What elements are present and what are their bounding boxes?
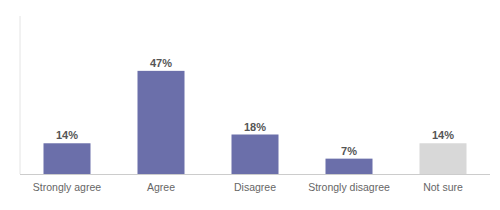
- data-label: 18%: [244, 121, 266, 133]
- bar: [326, 159, 373, 174]
- x-axis-line: [20, 174, 490, 175]
- bars: [44, 71, 467, 174]
- chart: 14% 47% 18% 7% 14% Strongly agree Agree Disagre…: [0, 0, 500, 210]
- page: {"chart_data": {"type": "bar", "categori…: [0, 0, 500, 210]
- bar: [420, 143, 467, 174]
- x-tick-label: Agree: [147, 181, 175, 193]
- chart-container: 14% 47% 18% 7% 14% Strongly agree Agree Disagre…: [0, 0, 500, 210]
- y-axis-line: [20, 16, 21, 174]
- x-tick-label: Strongly agree: [33, 181, 101, 193]
- x-tick-label: Not sure: [423, 181, 463, 193]
- data-label: 47%: [150, 57, 172, 69]
- x-tick-label: Strongly disagree: [308, 181, 390, 193]
- data-label: 7%: [341, 145, 357, 157]
- x-tick-label: Disagree: [234, 181, 276, 193]
- bar: [44, 143, 91, 174]
- bar: [232, 135, 279, 175]
- data-label: 14%: [56, 129, 78, 141]
- bar: [138, 71, 185, 174]
- data-label: 14%: [432, 129, 454, 141]
